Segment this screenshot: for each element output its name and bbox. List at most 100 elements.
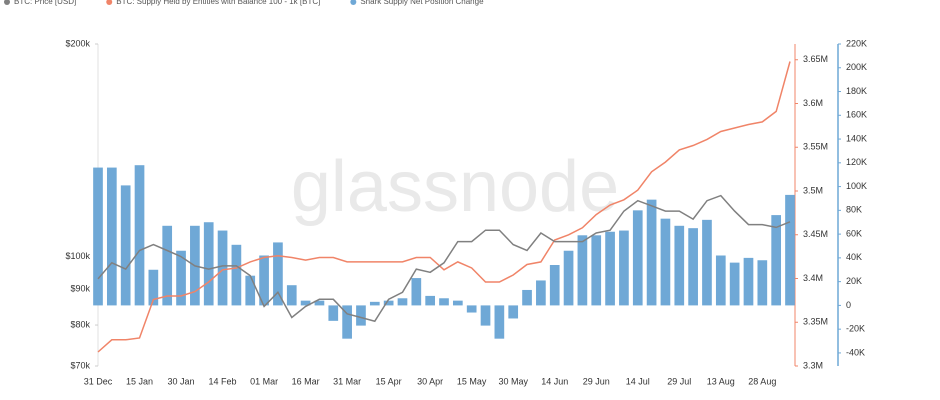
bar <box>176 250 186 306</box>
y3-tick-label: 20K <box>846 276 862 286</box>
bar <box>106 167 117 306</box>
bar <box>245 275 256 306</box>
x-tick-label: 31 Dec <box>84 376 113 386</box>
y-tick-label: $100k <box>65 251 90 261</box>
bar <box>342 305 352 339</box>
bar <box>729 262 740 306</box>
y2-tick-label: 3.4M <box>803 273 823 283</box>
x-tick-label: 01 Mar <box>250 376 278 386</box>
y3-tick-label: 200K <box>846 62 867 72</box>
bar <box>314 300 325 306</box>
bar <box>148 269 159 306</box>
bar <box>605 231 615 306</box>
x-tick-label: 28 Aug <box>748 376 776 386</box>
y3-tick-label: 100K <box>846 181 867 191</box>
y3-tick-label: -40K <box>846 347 865 357</box>
bar <box>217 230 228 306</box>
bar <box>549 265 560 306</box>
bar <box>674 225 685 306</box>
bar <box>369 301 380 306</box>
y2-tick-label: 3.55M <box>803 142 828 152</box>
y2-tick-label: 3.6M <box>803 98 823 108</box>
x-tick-label: 15 May <box>457 376 487 386</box>
y2-tick-label: 3.35M <box>803 317 828 327</box>
y-tick-label: $80k <box>70 319 90 329</box>
x-tick-label: 15 Apr <box>376 376 402 386</box>
x-tick-label: 30 Apr <box>417 376 443 386</box>
y-tick-label: $90k <box>70 283 90 293</box>
bar <box>771 215 782 306</box>
bar <box>134 165 145 306</box>
bar <box>356 305 366 326</box>
y3-tick-label: 160K <box>846 110 867 120</box>
bar <box>273 242 283 306</box>
x-tick-label: 16 Mar <box>292 376 320 386</box>
y3-tick-label: 80K <box>846 205 862 215</box>
y3-tick-label: -20K <box>846 324 865 334</box>
x-tick-label: 15 Jan <box>126 376 153 386</box>
x-tick-label: 30 May <box>498 376 528 386</box>
x-tick-label: 14 Feb <box>209 376 237 386</box>
bar <box>536 280 546 306</box>
legend-swatch <box>106 0 113 5</box>
line <box>97 61 791 353</box>
bar <box>383 300 394 306</box>
bar <box>563 250 574 306</box>
bar <box>452 300 463 306</box>
bar <box>646 199 657 306</box>
bar <box>743 257 754 306</box>
bar <box>660 218 671 306</box>
legend-swatch <box>4 0 10 5</box>
bar <box>162 225 173 306</box>
bar <box>702 219 712 306</box>
y2-tick-label: 3.65M <box>803 54 828 64</box>
y3-tick-label: 220K <box>846 38 867 48</box>
bar <box>259 255 269 306</box>
bar <box>203 222 214 306</box>
bar <box>439 298 449 306</box>
bar <box>300 300 311 306</box>
legend: BTC: Price [USD] BTC: Supply Held by Enti… <box>4 0 484 6</box>
x-tick-label: 14 Jun <box>541 376 568 386</box>
x-tick-label: 29 Jun <box>583 376 610 386</box>
y3-tick-label: 140K <box>846 133 867 143</box>
y2-tick-label: 3.5M <box>803 185 823 195</box>
bar <box>466 305 477 313</box>
bar <box>715 255 726 306</box>
x-tick-label: 31 Mar <box>333 376 361 386</box>
y3-tick-label: 60K <box>846 228 862 238</box>
bar <box>632 210 643 306</box>
bar <box>591 235 602 306</box>
y3-tick-label: 120K <box>846 157 867 167</box>
bar <box>619 230 629 306</box>
bar <box>785 194 795 306</box>
bar <box>328 305 339 321</box>
bar <box>494 305 505 339</box>
bar <box>757 260 768 306</box>
bar <box>577 235 588 306</box>
bar <box>120 185 131 306</box>
legend-label: BTC: Price [USD] <box>14 0 76 6</box>
y3-tick-label: 180K <box>846 86 867 96</box>
bar <box>397 298 408 306</box>
y-tick-label: $200k <box>65 38 90 48</box>
bar <box>480 305 491 326</box>
y3-tick-label: 40K <box>846 252 862 262</box>
line <box>97 194 791 323</box>
bar <box>522 289 532 306</box>
legend-label: BTC: Supply Held by Entities with Balanc… <box>116 0 320 6</box>
x-tick-label: 29 Jul <box>667 376 691 386</box>
x-tick-label: 13 Aug <box>707 376 735 386</box>
y3-tick-label: 0 <box>846 300 851 310</box>
bar <box>688 228 698 306</box>
bar <box>93 167 103 306</box>
x-tick-label: 30 Jan <box>168 376 195 386</box>
bar <box>425 295 436 306</box>
legend-swatch <box>350 0 357 5</box>
bar <box>508 305 519 319</box>
y2-tick-label: 3.3M <box>803 360 823 370</box>
bar <box>286 285 297 306</box>
watermark: glassnode <box>291 147 619 227</box>
y-tick-label: $70k <box>70 360 90 370</box>
